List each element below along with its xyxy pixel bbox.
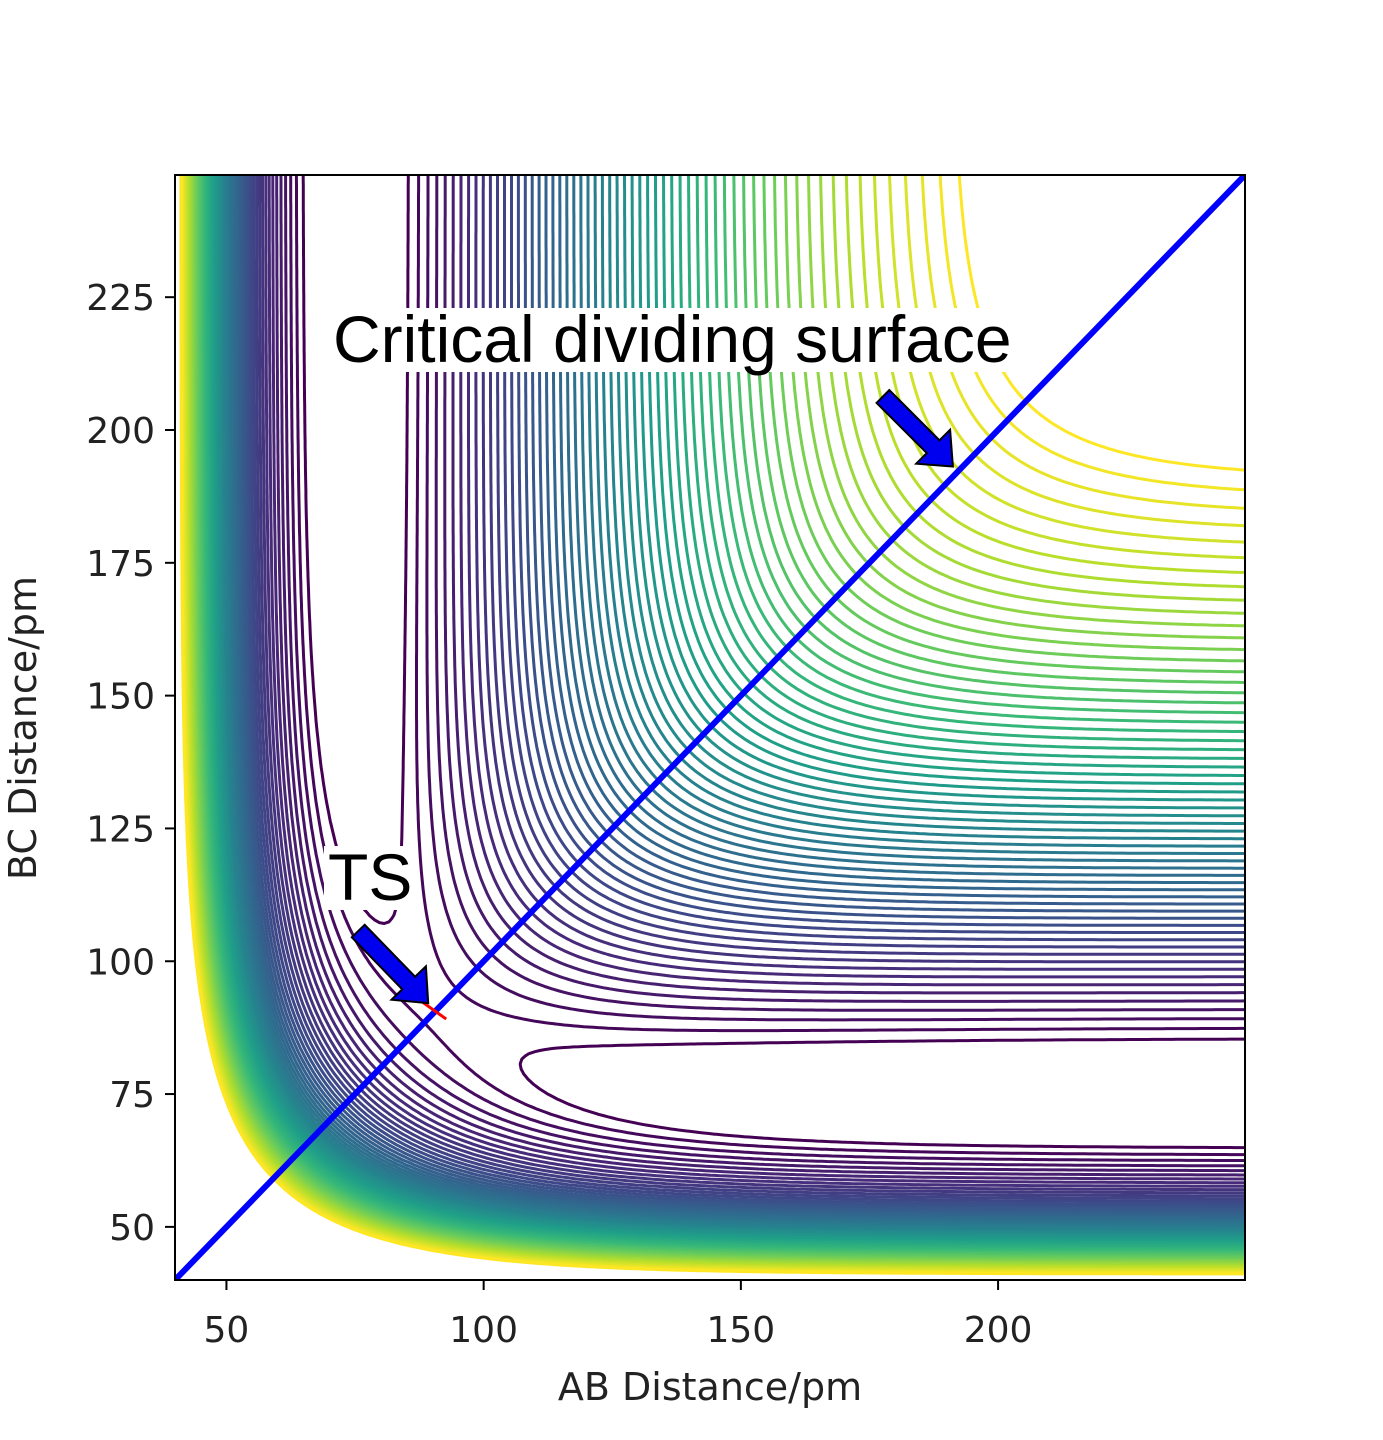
x-axis-label: AB Distance/pm: [558, 1365, 862, 1409]
contour-level: [261, 175, 1245, 1192]
y-tick-label: 150: [86, 677, 155, 718]
ts-arrow-icon: [350, 923, 430, 1005]
contour-level: [258, 175, 1245, 1195]
contour-level: [244, 175, 1245, 1208]
contour-level: [247, 175, 1245, 1206]
contour-level: [233, 175, 1245, 1220]
contour-level: [279, 175, 1245, 1173]
contour-level: [237, 175, 1245, 1216]
y-tick-label: 50: [109, 1208, 155, 1249]
critical-surface-annotation: Critical dividing surface: [333, 302, 1012, 376]
y-tick-label: 125: [86, 809, 155, 850]
y-tick-label: 75: [109, 1075, 155, 1116]
plot-frame: [174, 174, 1246, 1281]
x-tick-label: 200: [964, 1310, 1033, 1351]
y-tick-label: 100: [86, 942, 155, 983]
contour-level: [264, 175, 1245, 1188]
y-tick-label: 225: [86, 278, 155, 319]
contour-level: [271, 175, 1245, 1181]
contour-level: [225, 175, 1245, 1228]
contour-level: [249, 175, 1245, 1203]
x-tick-label: 50: [204, 1310, 250, 1351]
dividing-surface-line: [175, 175, 1245, 1280]
contour-level: [267, 175, 1245, 1185]
contour-level: [284, 175, 1245, 1168]
contour-level: [242, 175, 1245, 1211]
contour-level: [179, 175, 1245, 1276]
contour-level: [235, 175, 1245, 1218]
contour-level: [255, 175, 1245, 1198]
x-tick-label: 150: [707, 1310, 776, 1351]
y-axis-label: BC Distance/pm: [1, 576, 45, 880]
contour-level: [240, 175, 1245, 1213]
y-tick-label: 175: [86, 544, 155, 585]
critical-surface-arrow-icon: [875, 388, 954, 468]
ts-annotation: TS: [328, 840, 412, 914]
contour-level: [289, 175, 1245, 1162]
contour-level: [275, 175, 1245, 1177]
y-tick-label: 200: [86, 411, 155, 452]
contour-level: [220, 175, 1245, 1233]
contour-lines: [179, 175, 1245, 1276]
x-tick-label: 100: [449, 1310, 518, 1351]
contour-level: [252, 175, 1245, 1201]
